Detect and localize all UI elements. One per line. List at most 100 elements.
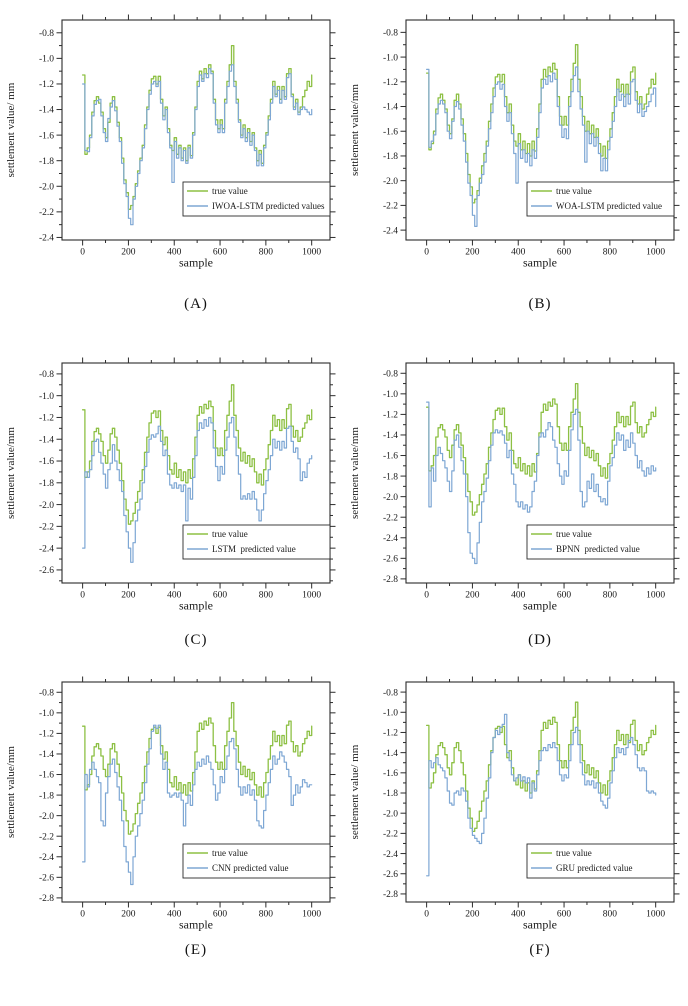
svg-text:-1.2: -1.2 (39, 414, 54, 424)
y-axis-label: settlement value/ mm (5, 82, 17, 177)
panel-f: 0 200 400 600 800 1000 -0.8 -1.0 -1.2 -1.4 -1.6 -1.… (344, 660, 688, 1006)
svg-text:-1.4: -1.4 (39, 435, 54, 445)
svg-text:-1.0: -1.0 (39, 55, 54, 65)
svg-text:600: 600 (557, 248, 572, 258)
x-axis-label: sample (523, 256, 557, 270)
svg-text:-2.2: -2.2 (39, 832, 54, 842)
svg-text:-2.4: -2.4 (383, 534, 398, 544)
svg-text:1000: 1000 (302, 910, 321, 920)
svg-text:-1.6: -1.6 (39, 457, 54, 467)
svg-text:-1.8: -1.8 (39, 791, 54, 801)
svg-text:-2.4: -2.4 (39, 234, 54, 244)
svg-text:-2.2: -2.2 (383, 513, 398, 523)
line-chart-iwoa-lstm: 0 200 400 600 800 1000 -0.8 -1.0 -1.2 -1.4 -1.6 -1.… (5, 14, 336, 270)
legend-predicted-value-label: BPNN predicted value (556, 544, 640, 554)
svg-text:200: 200 (465, 910, 480, 920)
svg-text:-2.4: -2.4 (383, 850, 398, 860)
svg-text:-1.0: -1.0 (383, 708, 398, 718)
y-axis-label: settlement value/ mm (349, 744, 361, 839)
svg-text:-1.8: -1.8 (39, 479, 54, 489)
legend-true-value-label: true value (212, 848, 248, 858)
legend-predicted-value-label: GRU predicted value (556, 863, 632, 873)
svg-text:-1.4: -1.4 (383, 431, 398, 441)
svg-text:-2.6: -2.6 (383, 870, 398, 880)
svg-text:-2.0: -2.0 (39, 501, 54, 511)
line-chart-woa-lstm: 0 200 400 600 800 1000 -0.8 -1.0 -1.2 -1.4 -1.6 -1.… (349, 14, 680, 270)
svg-text:-1.0: -1.0 (383, 53, 398, 63)
line-chart-lstm: 0 200 400 600 800 1000 -0.8 -1.0 -1.2 -1.4 -1.6 -1.… (5, 357, 336, 613)
svg-text:-1.6: -1.6 (383, 769, 398, 779)
legend-predicted-value-label: IWOA-LSTM predicted values (212, 201, 325, 211)
panel-caption-a: (A) (184, 296, 208, 312)
svg-text:600: 600 (557, 591, 572, 601)
x-axis-label: sample (523, 599, 557, 613)
svg-text:800: 800 (259, 591, 274, 601)
svg-text:-1.4: -1.4 (39, 750, 54, 760)
svg-text:-1.6: -1.6 (383, 127, 398, 137)
svg-text:-0.8: -0.8 (39, 29, 54, 39)
svg-text:400: 400 (511, 591, 526, 601)
panel-c: 0 200 400 600 800 1000 -0.8 -1.0 -1.2 -1.4 -1.6 -1.… (0, 330, 344, 660)
svg-text:800: 800 (603, 910, 618, 920)
svg-text:200: 200 (465, 591, 480, 601)
svg-text:-1.6: -1.6 (39, 131, 54, 141)
svg-text:800: 800 (259, 248, 274, 258)
y-axis-label: settlement value/mm (349, 427, 361, 519)
svg-text:800: 800 (603, 591, 618, 601)
svg-text:-2.0: -2.0 (383, 493, 398, 503)
svg-text:-1.4: -1.4 (383, 103, 398, 113)
svg-text:800: 800 (603, 248, 618, 258)
svg-text:0: 0 (424, 248, 429, 258)
svg-text:-2.6: -2.6 (39, 874, 54, 884)
svg-text:-2.0: -2.0 (39, 812, 54, 822)
y-axis-label: settlement value/mm (5, 427, 17, 519)
svg-text:-1.2: -1.2 (39, 80, 54, 90)
svg-text:-0.8: -0.8 (383, 29, 398, 39)
svg-text:0: 0 (80, 910, 85, 920)
svg-text:-1.2: -1.2 (383, 411, 398, 421)
svg-text:-1.8: -1.8 (383, 152, 398, 162)
svg-text:-1.2: -1.2 (39, 730, 54, 740)
svg-text:-1.0: -1.0 (383, 390, 398, 400)
svg-text:-2.6: -2.6 (39, 566, 54, 576)
x-axis-label: sample (179, 256, 213, 270)
svg-text:-0.8: -0.8 (39, 370, 54, 380)
svg-text:600: 600 (213, 591, 228, 601)
svg-text:-1.0: -1.0 (39, 392, 54, 402)
svg-text:400: 400 (167, 910, 182, 920)
svg-text:-2.6: -2.6 (383, 555, 398, 565)
svg-text:200: 200 (465, 248, 480, 258)
svg-text:-1.4: -1.4 (383, 749, 398, 759)
svg-text:0: 0 (80, 591, 85, 601)
svg-text:-2.2: -2.2 (383, 202, 398, 212)
svg-text:800: 800 (259, 910, 274, 920)
legend-predicted-value-label: CNN predicted value (212, 863, 288, 873)
svg-text:-2.8: -2.8 (383, 890, 398, 900)
legend-true-value-label: true value (556, 186, 592, 196)
svg-text:-2.0: -2.0 (383, 809, 398, 819)
svg-text:400: 400 (511, 910, 526, 920)
svg-text:1000: 1000 (646, 248, 665, 258)
svg-text:200: 200 (121, 248, 136, 258)
legend-predicted-value-label: WOA-LSTM predicted value (556, 201, 662, 211)
x-axis-label: sample (179, 599, 213, 613)
svg-text:1000: 1000 (646, 591, 665, 601)
panel-a: 0 200 400 600 800 1000 -0.8 -1.0 -1.2 -1.4 -1.6 -1.… (0, 0, 344, 330)
svg-text:600: 600 (213, 248, 228, 258)
svg-text:400: 400 (167, 248, 182, 258)
legend-predicted-value-label: LSTM predicted value (212, 544, 296, 554)
svg-text:-1.8: -1.8 (39, 157, 54, 167)
line-chart-gru: 0 200 400 600 800 1000 -0.8 -1.0 -1.2 -1.4 -1.6 -1.… (349, 676, 680, 932)
y-axis-label: settlement value/mm (5, 746, 17, 838)
svg-text:-2.8: -2.8 (39, 894, 54, 904)
panel-caption-d: (D) (528, 632, 552, 648)
y-axis-label: settlement value/mm (349, 84, 361, 176)
svg-text:600: 600 (557, 910, 572, 920)
svg-text:1000: 1000 (302, 248, 321, 258)
legend-true-value-label: true value (556, 529, 592, 539)
svg-text:400: 400 (167, 591, 182, 601)
panel-caption-b: (B) (528, 296, 552, 312)
svg-text:-2.8: -2.8 (383, 575, 398, 585)
svg-text:-0.8: -0.8 (39, 688, 54, 698)
